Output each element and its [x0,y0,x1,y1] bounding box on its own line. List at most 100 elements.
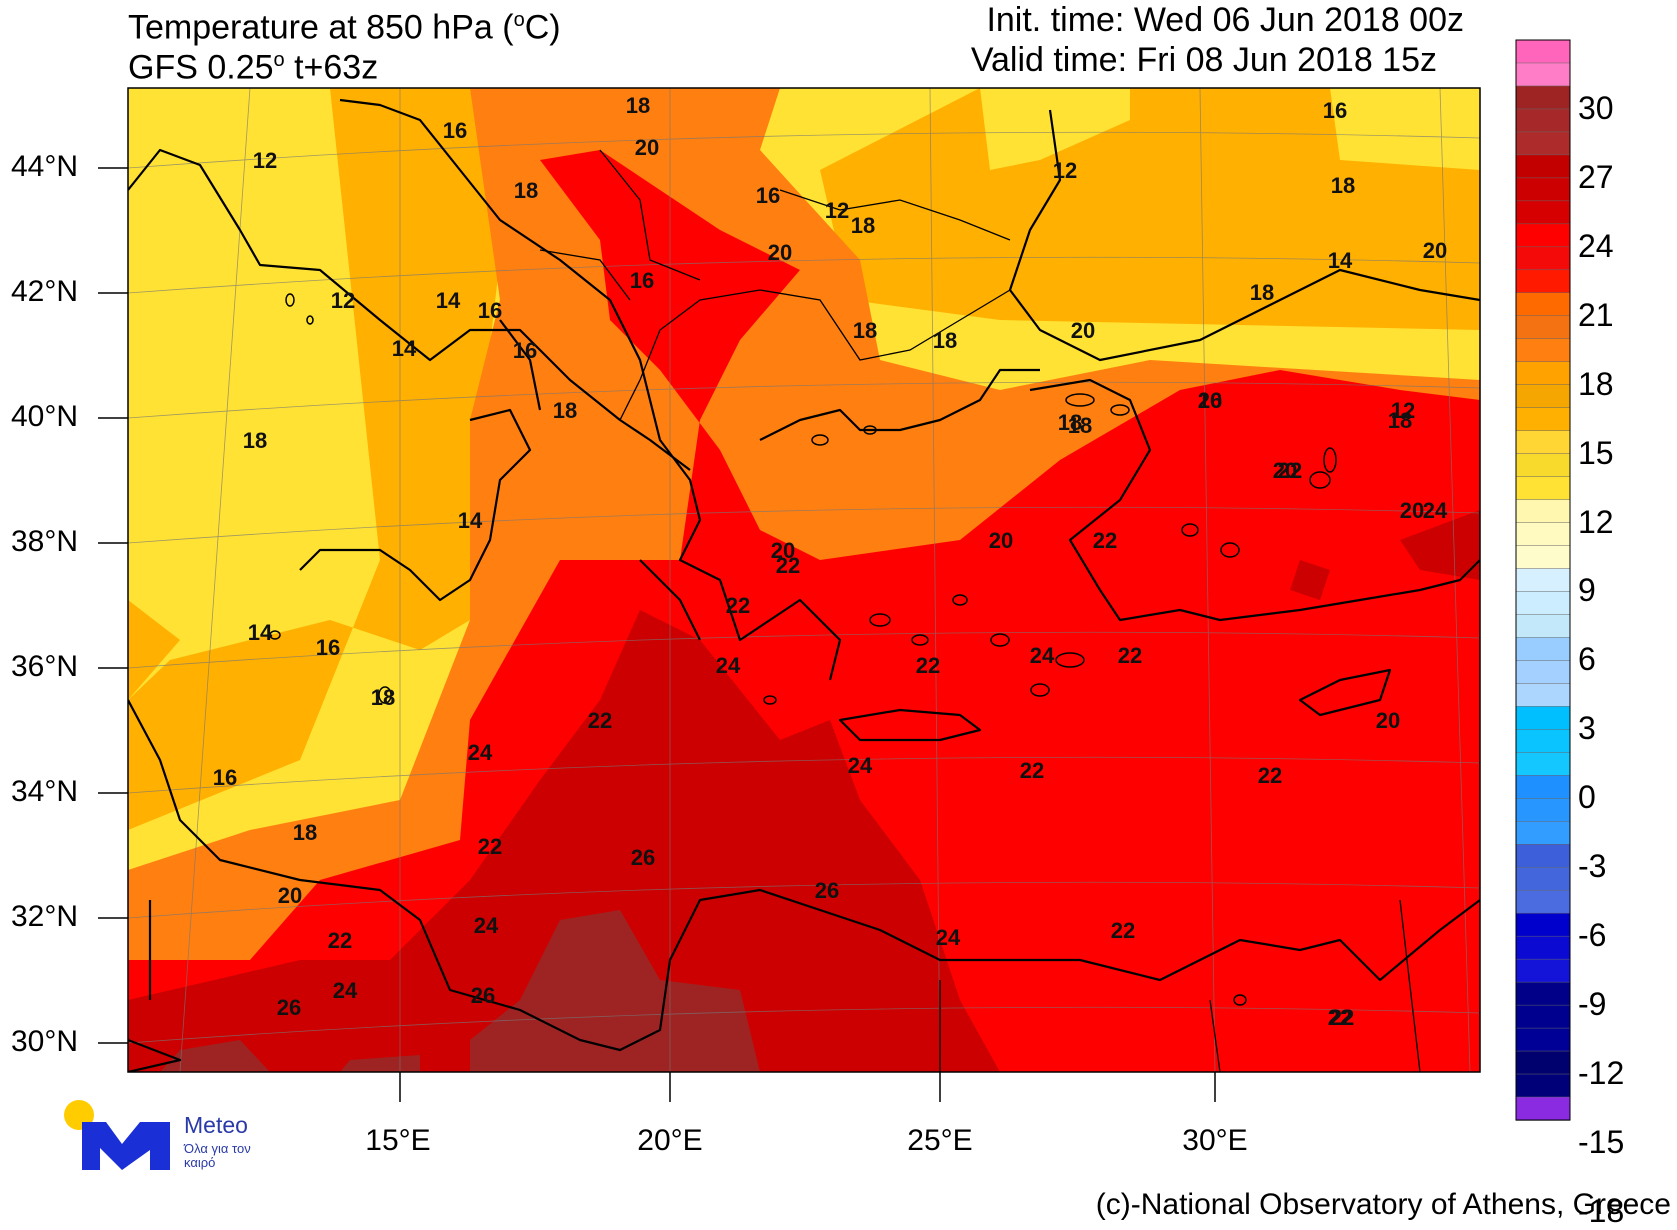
contour-label: 26 [631,845,655,870]
colorbar-swatch [1515,338,1571,363]
contour-label: 22 [916,653,940,678]
colorbar-swatch [1515,1096,1571,1121]
contour-label: 14 [436,288,461,313]
colorbar-label: 6 [1578,641,1596,678]
contour-label: 20 [1198,388,1222,413]
colorbar-swatch [1515,315,1571,340]
colorbar-label: 9 [1578,572,1596,609]
logo-tagline: Όλα για τον καιρό [184,1141,251,1170]
contour-label: 22 [478,834,502,859]
contour-label: 18 [1331,173,1355,198]
contour-label: 18 [1250,280,1274,305]
colorbar-swatch [1515,430,1571,455]
colorbar-swatch [1515,453,1571,478]
colorbar-label: 3 [1578,710,1596,747]
contour-label: 24 [848,753,873,778]
colorbar-label: 15 [1578,434,1614,471]
contour-label: 16 [213,765,237,790]
colorbar-label: -9 [1578,986,1607,1023]
colorbar-swatch [1515,729,1571,754]
colorbar-swatch [1515,131,1571,156]
contour-label: 22 [1330,1005,1354,1030]
colorbar-label: 21 [1578,296,1614,333]
colorbar-swatch [1515,683,1571,708]
colorbar-swatch [1515,798,1571,823]
colorbar-label: -3 [1578,848,1607,885]
contour-label: 20 [1423,238,1447,263]
colorbar-swatch [1515,154,1571,179]
contour-label: 16 [630,268,654,293]
contour-label: 18 [1068,413,1092,438]
colorbar-outline [1515,39,1571,1121]
longitude-label: 15°E [365,1124,431,1157]
contour-label: 14 [392,336,417,361]
logo-name: Meteo [184,1112,248,1138]
latitude-label: 30°N [10,1025,78,1058]
contour-label: 18 [626,93,650,118]
latitude-label: 40°N [10,400,78,433]
contour-label: 26 [277,995,301,1020]
colorbar-swatch [1515,62,1571,87]
map-frame [127,87,1481,1073]
contour-label: 20 [768,240,792,265]
colorbar-swatch [1515,269,1571,294]
colorbar-label: -15 [1578,1123,1625,1160]
colorbar-label: -6 [1578,917,1607,954]
contour-label: 24 [474,913,499,938]
contour-label: 22 [1328,1005,1352,1030]
colorbar-label: 18 [1578,365,1614,402]
colorbar [1515,39,1571,1121]
colorbar-swatch [1515,1050,1571,1075]
axis-ticks [98,167,1216,1102]
contour-label: 14 [458,508,483,533]
colorbar-swatch [1515,935,1571,960]
credit-text: (c)-National Observatory of Athens, Gree… [1095,1188,1671,1221]
contour-label: 22 [328,928,352,953]
contour-label: 22 [776,553,800,578]
contour-label: 14 [248,620,273,645]
colorbar-swatch [1515,637,1571,662]
colorbar-swatch [1515,614,1571,639]
contour-label: 20 [989,528,1013,553]
valid-time: Valid time: Fri 08 Jun 2018 15z [970,41,1437,79]
longitude-label: 20°E [637,1124,703,1157]
contour-label: 22 [1118,643,1142,668]
colorbar-swatch [1515,660,1571,685]
colorbar-swatch [1515,407,1571,432]
longitude-label: 25°E [907,1124,973,1157]
colorbar-swatch [1515,1004,1571,1029]
contour-label: 12 [1391,398,1415,423]
contour-label: 24 [1030,643,1055,668]
contour-label: 18 [293,820,317,845]
contour-label: 18 [371,685,395,710]
colorbar-label: -12 [1578,1055,1625,1092]
contour-label: 22 [1258,763,1282,788]
contour-label: 16 [443,118,467,143]
contour-label: 26 [815,878,839,903]
contour-label: 16 [1323,98,1347,123]
contour-label: 18 [1388,408,1412,433]
contour-label: 18 [243,428,267,453]
contour-label: 22 [1020,758,1044,783]
colorbar-swatch [1515,889,1571,914]
contour-label: 20 [278,883,302,908]
colorbar-label: -18 [1578,1192,1625,1229]
colorbar-label: 27 [1578,158,1614,195]
contour-label: 24 [936,925,961,950]
colorbar-swatch [1515,591,1571,616]
colorbar-swatch [1515,958,1571,983]
contour-label: 16 [756,183,780,208]
contour-label: 16 [316,635,340,660]
colorbar-swatch [1515,200,1571,225]
contour-label: 18 [514,178,538,203]
contour-label: 20 [635,135,659,160]
colorbar-swatch [1515,223,1571,248]
contour-label: 16 [478,298,502,323]
colorbar-swatch [1515,85,1571,110]
colorbar-label: 0 [1578,779,1596,816]
chart-title: Temperature at 850 hPa (oC) [128,8,561,47]
contour-label: 20 [1273,458,1297,483]
colorbar-swatch [1515,568,1571,593]
